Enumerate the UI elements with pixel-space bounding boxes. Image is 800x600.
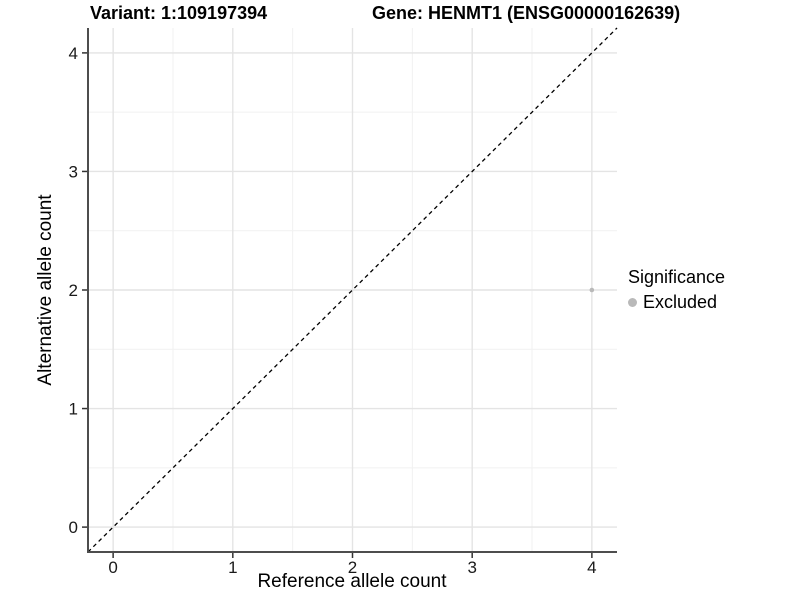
legend-key-dot-icon (628, 298, 637, 307)
x-tick-label: 3 (467, 558, 476, 577)
y-tick-label: 4 (69, 44, 78, 63)
y-axis-title: Alternative allele count (35, 194, 56, 386)
legend-title: Significance (628, 267, 726, 287)
legend: Significance Excluded (628, 267, 725, 313)
x-tick-label: 4 (587, 558, 596, 577)
x-tick-label: 1 (228, 558, 237, 577)
y-tick-label: 0 (69, 518, 78, 537)
x-tick-label: 0 (108, 558, 117, 577)
variant-title: Variant: 1:109197394 (90, 3, 268, 23)
y-tick-label: 1 (69, 400, 78, 419)
y-tick-label: 2 (69, 281, 78, 300)
legend-item-excluded: Excluded (628, 292, 725, 313)
legend-item-label: Excluded (643, 292, 718, 312)
y-tick-label: 3 (69, 162, 78, 181)
gene-title: Gene: HENMT1 (ENSG00000162639) (372, 3, 681, 23)
x-axis-title: Reference allele count (257, 571, 447, 592)
x-tick-label: 2 (348, 558, 357, 577)
data-point (589, 287, 595, 293)
